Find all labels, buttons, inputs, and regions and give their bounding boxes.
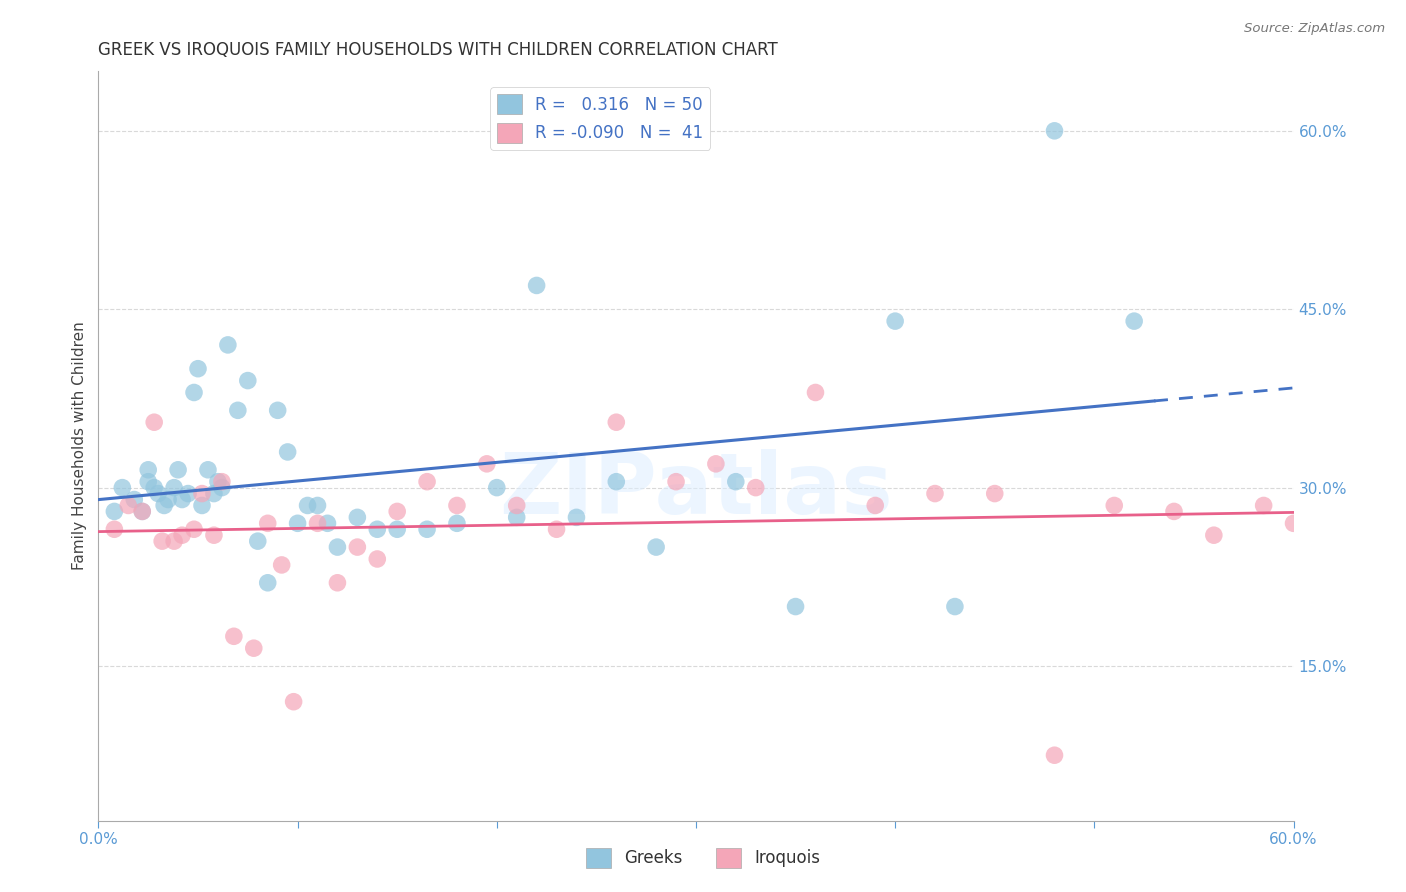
Point bbox=[745, 481, 768, 495]
Y-axis label: Family Households with Children: Family Households with Children bbox=[72, 322, 87, 570]
Point bbox=[183, 522, 205, 536]
Point bbox=[131, 504, 153, 518]
Point bbox=[167, 463, 190, 477]
Point bbox=[1302, 510, 1324, 524]
Point bbox=[416, 522, 439, 536]
Point bbox=[1202, 528, 1225, 542]
Point bbox=[943, 599, 966, 614]
Point bbox=[1043, 748, 1066, 763]
Point bbox=[191, 486, 214, 500]
Point bbox=[202, 528, 225, 542]
Text: ZIPatlas: ZIPatlas bbox=[499, 450, 893, 533]
Point bbox=[605, 415, 627, 429]
Point bbox=[256, 575, 278, 590]
Point bbox=[605, 475, 627, 489]
Point bbox=[136, 475, 159, 489]
Point bbox=[172, 528, 194, 542]
Point bbox=[297, 499, 319, 513]
Point bbox=[197, 463, 219, 477]
Point bbox=[136, 463, 159, 477]
Point bbox=[704, 457, 727, 471]
Point bbox=[131, 504, 153, 518]
Point bbox=[307, 499, 329, 513]
Text: Source: ZipAtlas.com: Source: ZipAtlas.com bbox=[1244, 22, 1385, 36]
Point bbox=[565, 510, 588, 524]
Point bbox=[346, 510, 368, 524]
Point bbox=[506, 510, 529, 524]
Point bbox=[884, 314, 907, 328]
Point bbox=[1104, 499, 1126, 513]
Point bbox=[446, 516, 468, 531]
Legend: R =   0.316   N = 50, R = -0.090   N =  41: R = 0.316 N = 50, R = -0.090 N = 41 bbox=[491, 87, 710, 150]
Point bbox=[506, 499, 529, 513]
Point bbox=[143, 481, 166, 495]
Point bbox=[191, 499, 214, 513]
Point bbox=[446, 499, 468, 513]
Point bbox=[226, 403, 249, 417]
Point bbox=[326, 575, 349, 590]
Point bbox=[346, 540, 368, 554]
Text: GREEK VS IROQUOIS FAMILY HOUSEHOLDS WITH CHILDREN CORRELATION CHART: GREEK VS IROQUOIS FAMILY HOUSEHOLDS WITH… bbox=[98, 41, 778, 59]
Point bbox=[277, 445, 299, 459]
Point bbox=[546, 522, 568, 536]
Point bbox=[865, 499, 887, 513]
Point bbox=[665, 475, 688, 489]
Point bbox=[485, 481, 508, 495]
Point bbox=[246, 534, 269, 549]
Point bbox=[804, 385, 827, 400]
Point bbox=[1163, 504, 1185, 518]
Point bbox=[148, 486, 170, 500]
Point bbox=[416, 475, 439, 489]
Point bbox=[202, 486, 225, 500]
Point bbox=[924, 486, 946, 500]
Point bbox=[143, 415, 166, 429]
Point bbox=[172, 492, 194, 507]
Point bbox=[157, 492, 180, 507]
Point bbox=[785, 599, 807, 614]
Point bbox=[366, 522, 388, 536]
Point bbox=[287, 516, 309, 531]
Point bbox=[187, 361, 209, 376]
Point bbox=[243, 641, 266, 656]
Point bbox=[211, 481, 233, 495]
Point bbox=[366, 552, 388, 566]
Point bbox=[236, 374, 259, 388]
Point bbox=[163, 481, 186, 495]
Point bbox=[984, 486, 1007, 500]
Point bbox=[1043, 124, 1066, 138]
Point bbox=[526, 278, 548, 293]
Point bbox=[207, 475, 229, 489]
Point bbox=[153, 499, 176, 513]
Point bbox=[103, 504, 125, 518]
Point bbox=[217, 338, 239, 352]
Point bbox=[111, 481, 134, 495]
Point bbox=[103, 522, 125, 536]
Point bbox=[211, 475, 233, 489]
Point bbox=[724, 475, 747, 489]
Point bbox=[267, 403, 290, 417]
Point bbox=[117, 499, 139, 513]
Point bbox=[385, 522, 409, 536]
Point bbox=[1253, 499, 1275, 513]
Point bbox=[163, 534, 186, 549]
Point bbox=[307, 516, 329, 531]
Point bbox=[283, 695, 305, 709]
Point bbox=[475, 457, 498, 471]
Point bbox=[1282, 516, 1305, 531]
Point bbox=[316, 516, 339, 531]
Point bbox=[270, 558, 292, 572]
Point bbox=[256, 516, 278, 531]
Point bbox=[150, 534, 173, 549]
Point bbox=[326, 540, 349, 554]
Point bbox=[222, 629, 245, 643]
Point bbox=[124, 492, 146, 507]
Point bbox=[183, 385, 205, 400]
Legend: Greeks, Iroquois: Greeks, Iroquois bbox=[579, 841, 827, 875]
Point bbox=[385, 504, 409, 518]
Point bbox=[177, 486, 200, 500]
Point bbox=[645, 540, 668, 554]
Point bbox=[1123, 314, 1146, 328]
